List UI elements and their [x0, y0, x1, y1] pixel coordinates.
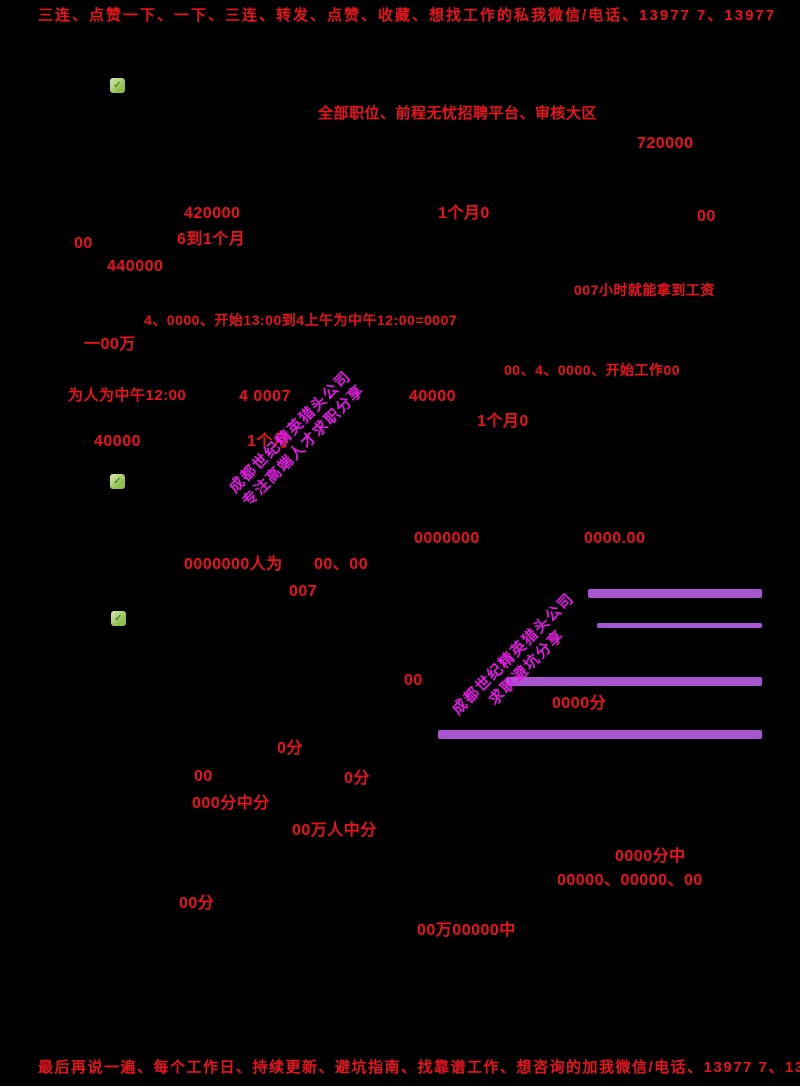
text-annotation: 00: [74, 235, 93, 252]
annotation-headcount: 00万人中分: [292, 822, 377, 839]
green-badge-icon: ✓: [110, 474, 125, 489]
redaction-bar: [588, 589, 762, 598]
watermark-line: 成都世纪精英猎头公司: [448, 589, 578, 719]
text-annotation: 007: [289, 583, 318, 600]
footer-caption-line: 最后再说一遍、每个工作日、持续更新、避坑指南、找靠谱工作、想咨询的加我微信/电话…: [38, 1059, 800, 1076]
annotation-job-platform: 全部职位、前程无忧招聘平台、审核大区: [318, 105, 598, 122]
annotation-headcount: 00万00000中: [417, 922, 516, 939]
annotation-duration: 6到1个月: [177, 231, 246, 248]
annotation-amount: 一00万: [84, 336, 136, 353]
redaction-bar: [438, 730, 762, 739]
annotation-minutes: 0000分中: [615, 848, 686, 865]
text-annotation: 00、00: [314, 556, 369, 573]
annotation-salary: 440000: [107, 258, 164, 275]
green-badge-icon: ✓: [110, 78, 125, 93]
green-badge-glyph: ✓: [113, 80, 122, 91]
annotation-noon-note: 为人为中午12:00: [68, 387, 187, 404]
annotation-hours-note: 007小时就能拿到工资: [574, 282, 715, 298]
text-annotation: 00: [194, 768, 213, 785]
annotation-amount: 40000: [409, 388, 456, 405]
annotation-minutes: 0000分: [552, 695, 607, 712]
annotation-minutes: 00分: [179, 895, 215, 912]
annotation-headcount: 0000000人为: [184, 556, 283, 573]
watermark-line: 成都世纪精英猎头公司: [225, 367, 355, 497]
annotation-amount: 0000.00: [584, 530, 646, 547]
text-annotation: 00: [404, 672, 423, 689]
redaction-bar: [506, 677, 762, 686]
annotation-schedule-note: 4、0000、开始13:00到4上午为中午12:00=0007: [144, 312, 458, 328]
annotation-amount: 0000000: [414, 530, 480, 547]
annotation-duration: 1个月: [247, 433, 290, 450]
green-badge-glyph: ✓: [114, 613, 123, 624]
annotation-amount: 40000: [94, 433, 141, 450]
green-badge-glyph: ✓: [113, 476, 122, 487]
green-badge-icon: ✓: [111, 611, 126, 626]
watermark-line: 专注高端人才求职分享: [239, 381, 369, 511]
annotation-minutes: 000分中分: [192, 795, 270, 812]
annotation-salary: 720000: [637, 135, 694, 152]
annotation-minutes: 0分: [277, 740, 303, 757]
annotation-duration: 1个月0: [477, 413, 529, 430]
annotation-salary: 420000: [184, 205, 241, 222]
diagonal-watermark: 成都世纪精英猎头公司 专注高端人才求职分享: [177, 319, 416, 558]
annotation-amount: 4 0007: [239, 388, 291, 405]
redaction-bar: [597, 623, 762, 628]
annotation-minutes: 0分: [344, 770, 370, 787]
annotation-duration: 1个月0: [438, 205, 490, 222]
annotation-work-note: 00、4、0000、开始工作00: [504, 362, 681, 378]
annotation-numbers: 00000、00000、00: [557, 872, 703, 889]
header-caption-line: 三连、点赞一下、一下、三连、转发、点赞、收藏、想找工作的私我微信/电话、1397…: [38, 7, 777, 24]
text-annotation: 00: [697, 208, 716, 225]
